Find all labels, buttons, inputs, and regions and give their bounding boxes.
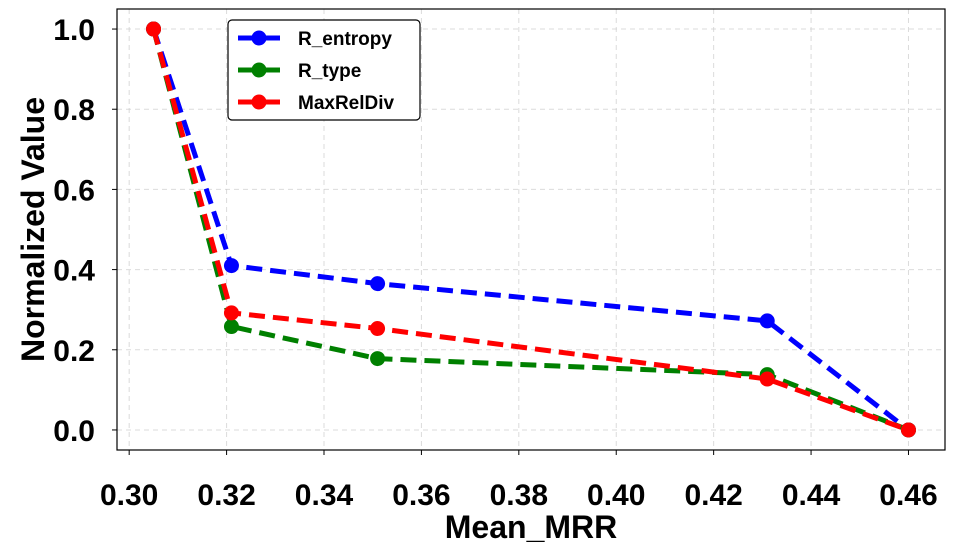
legend-box: [227, 19, 421, 121]
y-tick-label: 0.0: [53, 415, 95, 448]
legend-label: R_entropy: [298, 29, 392, 50]
legend-label: MaxRelDiv: [298, 93, 395, 114]
series-MaxRelDiv: [146, 21, 916, 438]
data-point: [759, 371, 775, 387]
legend-marker: [251, 30, 267, 46]
data-point: [759, 313, 775, 329]
legend-marker: [251, 62, 267, 78]
x-tick-label: 0.42: [684, 479, 742, 512]
data-point: [370, 351, 386, 367]
legend-item: R_type: [238, 61, 361, 82]
y-tick-label: 1.0: [53, 14, 95, 47]
legend: R_entropy R_type MaxRelDiv: [227, 19, 421, 121]
data-point: [370, 321, 386, 337]
legend-label: R_type: [298, 61, 361, 82]
series-layer: [146, 21, 916, 438]
x-tick-label: 0.36: [392, 479, 450, 512]
x-tick-label: 0.32: [197, 479, 255, 512]
legend-marker: [251, 94, 267, 110]
x-axis: 0.30 0.32 0.34 0.36 0.38 0.40 0.42 0.44 0.46: [100, 450, 938, 512]
y-tick-label: 0.4: [53, 255, 95, 288]
x-tick-label: 0.30: [100, 479, 158, 512]
y-tick-label: 0.8: [53, 94, 95, 127]
x-axis-label: Mean_MRR: [445, 509, 617, 545]
data-point: [146, 21, 162, 37]
data-point: [223, 319, 239, 335]
y-tick-label: 0.2: [53, 335, 95, 368]
data-point: [223, 258, 239, 274]
x-tick-label: 0.40: [587, 479, 645, 512]
x-tick-label: 0.46: [879, 479, 937, 512]
y-tick-label: 0.6: [53, 174, 95, 207]
y-axis-label: Normalized Value: [15, 97, 51, 362]
legend-item: R_entropy: [238, 29, 392, 50]
plot-area: [116, 8, 946, 451]
x-tick-label: 0.34: [295, 479, 354, 512]
data-point: [223, 305, 239, 321]
legend-item: MaxRelDiv: [238, 93, 395, 114]
data-point: [370, 276, 386, 292]
x-tick-label: 0.38: [490, 479, 548, 512]
data-point: [900, 422, 916, 438]
y-axis: 0.0 0.2 0.4 0.6 0.8 1.0: [53, 14, 117, 448]
x-tick-label: 0.44: [782, 479, 841, 512]
